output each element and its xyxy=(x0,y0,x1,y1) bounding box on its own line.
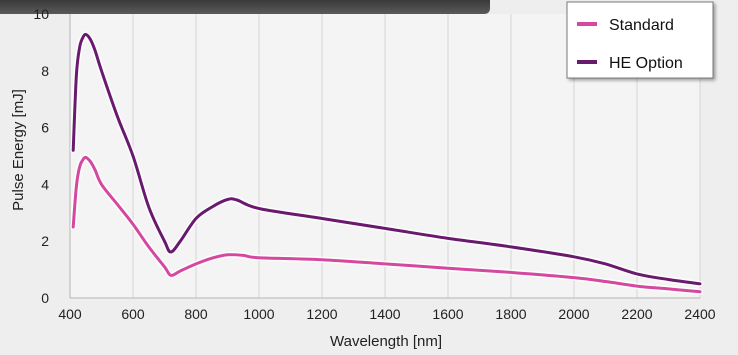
x-tick-label: 600 xyxy=(121,306,145,322)
legend xyxy=(566,1,714,79)
y-tick-label: 4 xyxy=(41,176,49,192)
series-line-he-option xyxy=(71,32,702,286)
series-line-standard xyxy=(71,155,702,294)
x-tick-label: 1600 xyxy=(432,306,463,322)
y-axis-title: Pulse Energy [mJ] xyxy=(10,89,27,211)
header-banner xyxy=(0,0,490,14)
legend-label-he-option: HE Option xyxy=(609,55,683,72)
plot-series xyxy=(70,31,703,295)
x-tick-label: 1400 xyxy=(369,306,400,322)
x-tick-label: 800 xyxy=(184,306,208,322)
axes xyxy=(69,14,700,299)
x-tick-label: 1000 xyxy=(243,306,274,322)
y-tick-label: 2 xyxy=(41,233,49,249)
y-tick-label: 6 xyxy=(41,120,49,136)
x-tick-label: 2200 xyxy=(621,306,652,322)
x-axis-title: Wavelength [nm] xyxy=(330,333,442,350)
x-tick-label: 400 xyxy=(58,306,82,322)
x-tick-label: 2400 xyxy=(684,306,715,322)
tick-labels: 400 600 800 1000 1200 1400 1600 1800 2000 2200 240… xyxy=(33,6,715,322)
legend-box xyxy=(566,1,714,79)
x-tick-label: 2000 xyxy=(558,306,589,322)
legend-items: Standard HE Option xyxy=(577,17,683,72)
x-tick-label: 1200 xyxy=(306,306,337,322)
x-tick-label: 1800 xyxy=(495,306,526,322)
y-tick-label: 10 xyxy=(33,6,49,22)
legend-label-standard: Standard xyxy=(609,17,674,34)
y-tick-label: 8 xyxy=(41,63,49,79)
y-tick-label: 0 xyxy=(41,290,49,306)
